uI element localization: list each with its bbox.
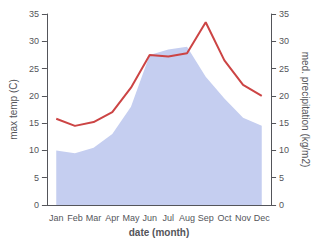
svg-text:5: 5 bbox=[34, 173, 39, 183]
svg-text:10: 10 bbox=[29, 145, 39, 155]
svg-text:Feb: Feb bbox=[67, 213, 83, 223]
svg-text:Jun: Jun bbox=[142, 213, 157, 223]
svg-text:0: 0 bbox=[279, 200, 284, 210]
svg-text:Mar: Mar bbox=[86, 213, 102, 223]
svg-text:25: 25 bbox=[279, 64, 289, 74]
svg-text:30: 30 bbox=[29, 36, 39, 46]
svg-text:15: 15 bbox=[279, 118, 289, 128]
svg-text:max temp (C): max temp (C) bbox=[8, 79, 19, 140]
svg-text:date (month): date (month) bbox=[129, 227, 190, 238]
svg-text:20: 20 bbox=[279, 91, 289, 101]
svg-text:Oct: Oct bbox=[217, 213, 232, 223]
svg-text:20: 20 bbox=[29, 91, 39, 101]
svg-text:5: 5 bbox=[279, 173, 284, 183]
svg-text:10: 10 bbox=[279, 145, 289, 155]
svg-text:Jul: Jul bbox=[163, 213, 175, 223]
svg-text:Sep: Sep bbox=[198, 213, 214, 223]
svg-text:30: 30 bbox=[279, 36, 289, 46]
svg-text:35: 35 bbox=[279, 9, 289, 19]
svg-text:15: 15 bbox=[29, 118, 39, 128]
svg-text:Jan: Jan bbox=[49, 213, 64, 223]
svg-text:35: 35 bbox=[29, 9, 39, 19]
svg-text:Apr: Apr bbox=[105, 213, 119, 223]
svg-text:Nov: Nov bbox=[235, 213, 252, 223]
svg-text:med. precipitation (kg/m2): med. precipitation (kg/m2) bbox=[300, 52, 311, 168]
svg-text:May: May bbox=[122, 213, 140, 223]
svg-text:25: 25 bbox=[29, 64, 39, 74]
svg-text:Dec: Dec bbox=[254, 213, 271, 223]
svg-text:0: 0 bbox=[34, 200, 39, 210]
svg-text:Aug: Aug bbox=[179, 213, 195, 223]
